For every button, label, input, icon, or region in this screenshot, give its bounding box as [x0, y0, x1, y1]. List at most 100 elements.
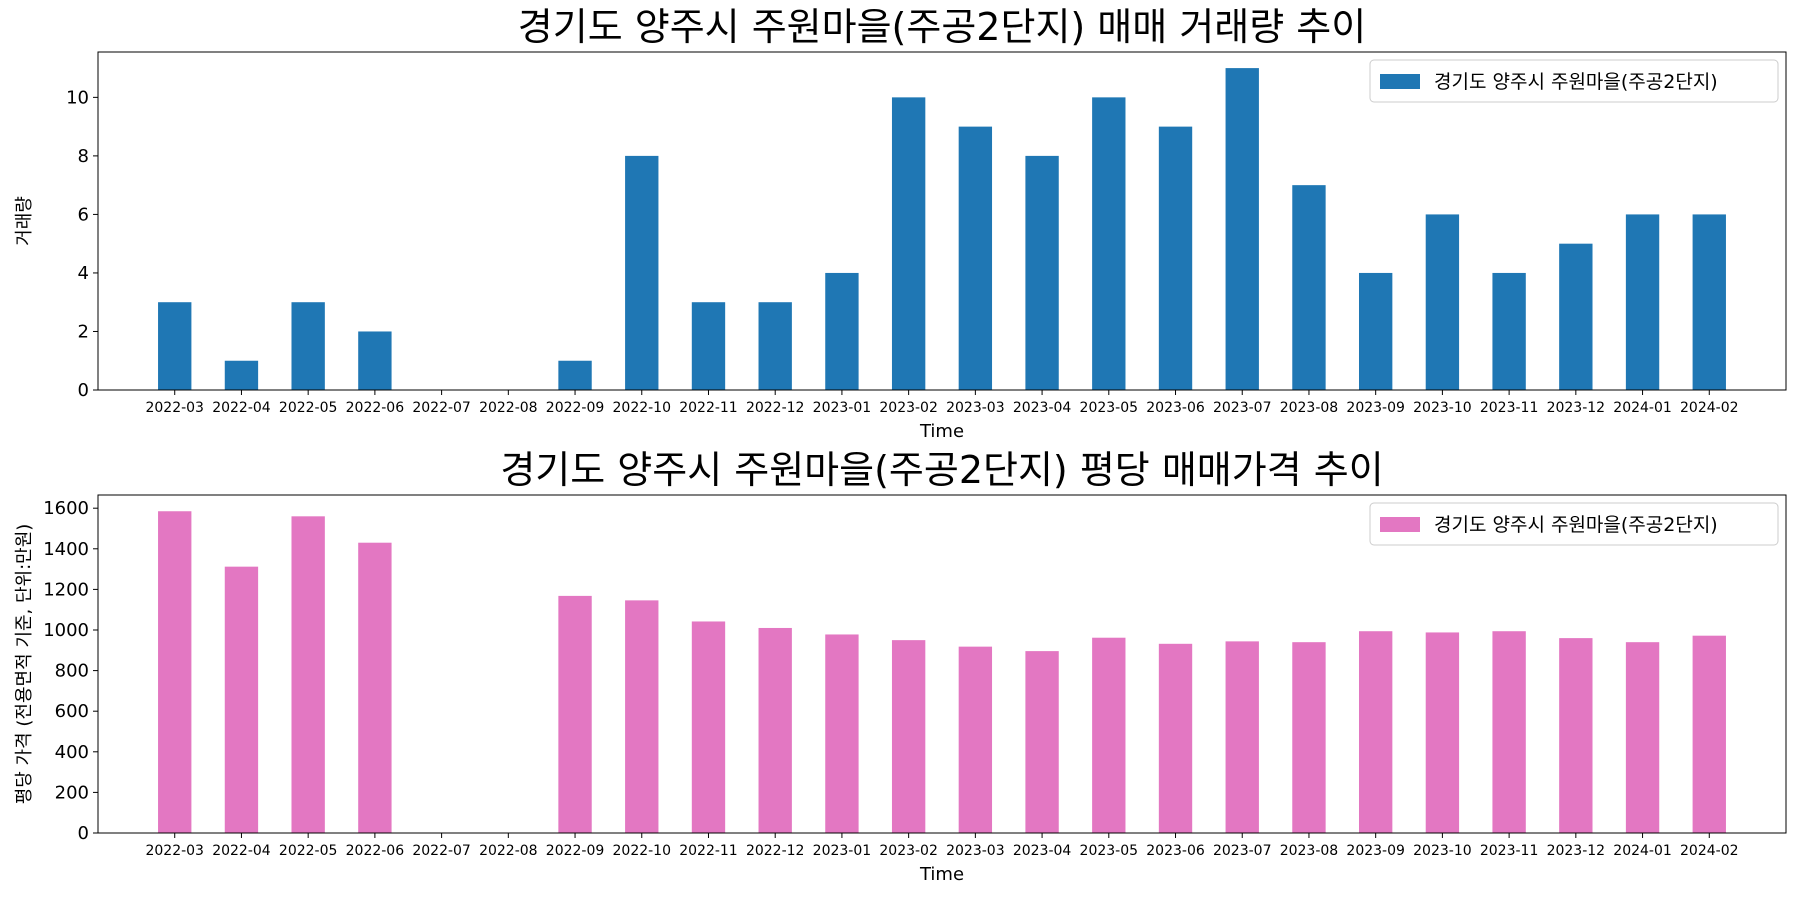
x-tick-label: 2024-02 — [1680, 843, 1739, 859]
y-tick-label: 10 — [66, 87, 89, 108]
bar-2023-09 — [1358, 272, 1393, 390]
x-tick-label: 2023-04 — [1013, 843, 1072, 859]
x-tick-label: 2022-05 — [279, 843, 338, 859]
x-tick-label: 2023-10 — [1413, 843, 1472, 859]
bar-2023-06 — [1158, 126, 1193, 390]
bar-2023-11 — [1492, 631, 1526, 833]
y-tick-label: 0 — [78, 823, 89, 844]
bar-2022-06 — [358, 331, 392, 390]
x-tick-label: 2023-07 — [1213, 843, 1272, 859]
y-tick-label: 1600 — [43, 498, 89, 519]
bar-2023-11 — [1492, 272, 1526, 390]
x-tick-label: 2022-12 — [746, 400, 805, 416]
bar-2022-11 — [691, 302, 726, 390]
bar-2023-10 — [1425, 214, 1460, 390]
x-tick-label: 2023-03 — [946, 843, 1005, 859]
bar-2023-02 — [891, 97, 926, 390]
bar-2024-01 — [1625, 214, 1660, 390]
x-tick-label: 2023-08 — [1280, 843, 1339, 859]
bar-2022-09 — [558, 360, 592, 390]
x-tick-label: 2023-06 — [1146, 400, 1205, 416]
x-tick-label: 2023-03 — [946, 400, 1005, 416]
y-axis-label: 평당 가격 (전용면적 기준, 단위:만원) — [14, 524, 35, 805]
bar-2022-09 — [558, 595, 592, 833]
chart-title: 경기도 양주시 주원마을(주공2단지) 매매 거래량 추이 — [518, 5, 1366, 49]
x-tick-label: 2022-11 — [679, 400, 738, 416]
bar-2024-02 — [1692, 214, 1726, 390]
y-tick-label: 4 — [78, 263, 89, 284]
x-tick-label: 2023-10 — [1413, 400, 1472, 416]
x-tick-label: 2022-10 — [613, 400, 672, 416]
bar-2022-05 — [291, 516, 325, 833]
y-tick-label: 6 — [78, 204, 89, 225]
bar-2023-01 — [825, 272, 859, 390]
x-tick-label: 2022-05 — [279, 400, 338, 416]
bar-2023-09 — [1358, 631, 1393, 833]
legend: 경기도 양주시 주원마을(주공2단지) — [1369, 59, 1779, 103]
bar-2023-12 — [1559, 243, 1593, 390]
x-tick-label: 2022-11 — [679, 843, 738, 859]
x-tick-label: 2024-01 — [1613, 400, 1672, 416]
bar-2023-05 — [1092, 637, 1126, 833]
bar-2022-10 — [625, 155, 659, 390]
bar-2022-04 — [224, 566, 259, 833]
y-tick-label: 1000 — [43, 620, 89, 641]
x-tick-label: 2024-02 — [1680, 400, 1739, 416]
x-tick-label: 2022-03 — [145, 843, 204, 859]
y-tick-label: 8 — [78, 146, 89, 167]
bar-2022-03 — [158, 511, 192, 833]
y-tick-label: 1400 — [43, 539, 89, 560]
x-tick-label: 2022-10 — [613, 843, 672, 859]
x-tick-label: 2023-05 — [1080, 843, 1139, 859]
legend-swatch — [1380, 517, 1420, 532]
legend-entry: 경기도 양주시 주원마을(주공2단지) — [1434, 71, 1718, 93]
x-tick-label: 2022-06 — [346, 400, 405, 416]
x-tick-label: 2022-07 — [412, 843, 471, 859]
x-axis-label: Time — [919, 421, 964, 442]
x-tick-label: 2023-09 — [1346, 843, 1405, 859]
y-tick-label: 0 — [78, 380, 89, 401]
bar-2023-04 — [1025, 155, 1059, 390]
bar-2023-01 — [825, 634, 859, 833]
bar-2023-06 — [1158, 643, 1193, 833]
y-tick-label: 200 — [55, 782, 89, 803]
y-tick-label: 600 — [55, 701, 89, 722]
bar-2022-04 — [224, 360, 259, 390]
bar-2023-03 — [958, 126, 993, 390]
x-tick-label: 2023-04 — [1013, 400, 1072, 416]
bar-2023-08 — [1292, 185, 1326, 390]
x-tick-label: 2022-07 — [412, 400, 471, 416]
y-tick-label: 800 — [55, 661, 89, 682]
x-tick-label: 2022-04 — [212, 400, 271, 416]
x-tick-label: 2022-09 — [546, 843, 605, 859]
plot-frame — [97, 51, 1787, 391]
y-tick-label: 400 — [55, 742, 89, 763]
bar-2023-02 — [891, 640, 926, 833]
x-tick-label: 2022-12 — [746, 843, 805, 859]
x-tick-label: 2023-12 — [1547, 843, 1606, 859]
x-tick-label: 2023-01 — [813, 843, 872, 859]
bar-2023-07 — [1225, 641, 1259, 833]
x-tick-label: 2023-01 — [813, 400, 872, 416]
x-tick-label: 2024-01 — [1613, 843, 1672, 859]
bar-2022-12 — [758, 302, 792, 390]
bar-2022-03 — [158, 302, 192, 390]
x-axis-label: Time — [919, 864, 964, 885]
bar-2023-10 — [1425, 632, 1460, 833]
legend-entry: 경기도 양주시 주원마을(주공2단지) — [1434, 514, 1718, 536]
bar-2024-01 — [1625, 642, 1660, 833]
bar-2023-04 — [1025, 651, 1059, 833]
x-tick-label: 2023-11 — [1480, 843, 1539, 859]
plot-frame — [97, 494, 1787, 834]
x-tick-label: 2023-02 — [879, 400, 938, 416]
bar-2023-07 — [1225, 68, 1259, 390]
x-tick-label: 2022-08 — [479, 400, 538, 416]
bar-2024-02 — [1692, 635, 1726, 833]
legend-box — [1369, 59, 1779, 103]
chart-panel-1: 경기도 양주시 주원마을(주공2단지) 매매 거래량 추이 2022-03 2022… — [14, 5, 1787, 442]
legend-box — [1369, 502, 1779, 546]
y-tick-label: 1200 — [43, 579, 89, 600]
bar-2022-06 — [358, 542, 392, 833]
